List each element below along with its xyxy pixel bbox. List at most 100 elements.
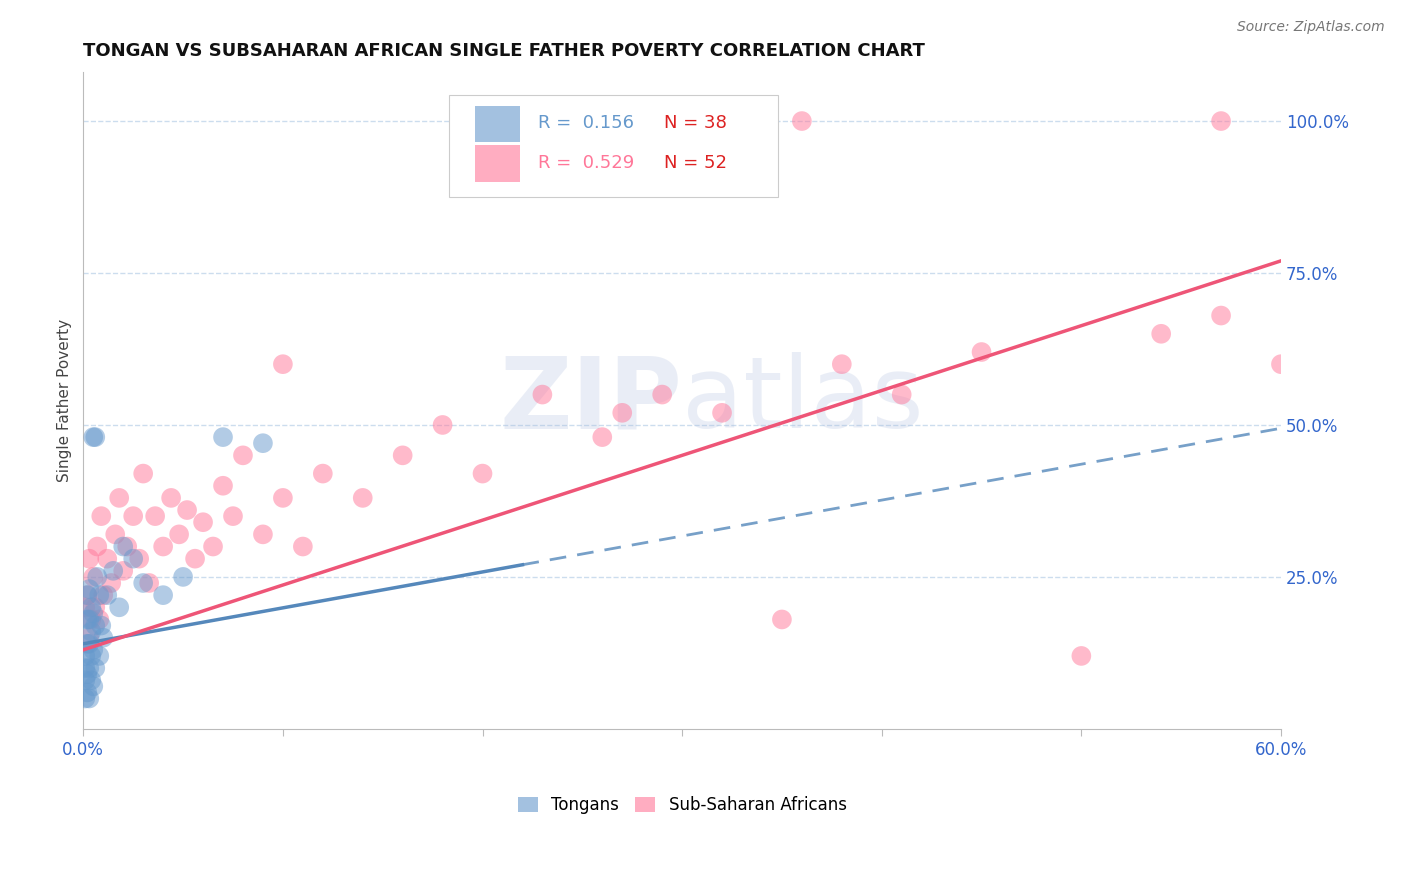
Point [790, 114, 813, 128]
Point [160, 491, 183, 505]
Bar [475, 145, 520, 182]
Point [167, 527, 190, 541]
Point [391, 448, 413, 462]
Point [82, 679, 104, 693]
Point [108, 600, 131, 615]
Point [112, 564, 135, 578]
Point [271, 491, 294, 505]
Point [232, 448, 254, 462]
Point [191, 515, 214, 529]
Point [82, 570, 104, 584]
Point [76, 637, 98, 651]
Point [80, 648, 103, 663]
Point [184, 551, 207, 566]
Point [222, 509, 245, 524]
Point [86, 570, 108, 584]
Point [770, 612, 793, 626]
Point [152, 540, 174, 554]
Point [90, 509, 112, 524]
Point [252, 436, 274, 450]
Point [77, 631, 100, 645]
FancyBboxPatch shape [449, 95, 778, 197]
Point [76, 588, 98, 602]
Point [103, 564, 125, 578]
Point [76, 685, 98, 699]
Point [91, 631, 114, 645]
Point [202, 540, 225, 554]
Point [96, 551, 118, 566]
Point [90, 618, 112, 632]
Point [77, 582, 100, 596]
Point [138, 576, 160, 591]
Point [96, 588, 118, 602]
Point [143, 509, 166, 524]
Point [75, 648, 97, 663]
Text: R =  0.529: R = 0.529 [538, 154, 634, 172]
Point [651, 387, 673, 401]
Point [176, 503, 198, 517]
Point [115, 540, 138, 554]
Point [291, 540, 314, 554]
Text: ZIP: ZIP [499, 352, 682, 450]
Point [612, 406, 634, 420]
Point [128, 551, 150, 566]
Legend: Tongans, Sub-Saharan Africans: Tongans, Sub-Saharan Africans [510, 789, 853, 821]
Point [89, 648, 111, 663]
Point [112, 540, 135, 554]
Point [104, 527, 127, 541]
Point [352, 491, 374, 505]
Point [312, 467, 335, 481]
Point [84, 430, 107, 444]
Point [132, 467, 155, 481]
Point [80, 612, 103, 626]
Point [77, 612, 100, 626]
Point [890, 387, 912, 401]
Point [252, 527, 274, 541]
Text: R =  0.156: R = 0.156 [538, 114, 634, 132]
Point [75, 691, 97, 706]
Point [591, 430, 613, 444]
Point [89, 588, 111, 602]
Point [1270, 357, 1292, 371]
Point [75, 673, 97, 688]
Point [76, 612, 98, 626]
Point [77, 691, 100, 706]
Point [108, 491, 131, 505]
Point [531, 387, 554, 401]
Text: atlas: atlas [682, 352, 924, 450]
Point [471, 467, 494, 481]
Point [1070, 648, 1092, 663]
Point [82, 430, 104, 444]
Point [76, 667, 98, 681]
Point [831, 357, 853, 371]
Point [84, 600, 107, 615]
Text: N = 38: N = 38 [664, 114, 727, 132]
Point [100, 576, 122, 591]
Text: TONGAN VS SUBSAHARAN AFRICAN SINGLE FATHER POVERTY CORRELATION CHART: TONGAN VS SUBSAHARAN AFRICAN SINGLE FATH… [83, 42, 925, 60]
Point [212, 479, 235, 493]
Point [970, 345, 993, 359]
Point [86, 540, 108, 554]
Point [80, 673, 103, 688]
Text: N = 52: N = 52 [664, 154, 727, 172]
Point [271, 357, 294, 371]
Point [122, 551, 145, 566]
Point [84, 661, 107, 675]
Point [84, 618, 107, 632]
Point [89, 612, 111, 626]
Point [711, 406, 734, 420]
Point [1150, 326, 1173, 341]
Point [82, 607, 104, 621]
Point [132, 576, 155, 591]
Point [77, 661, 100, 675]
Point [76, 588, 98, 602]
Y-axis label: Single Father Poverty: Single Father Poverty [58, 319, 72, 483]
Point [75, 600, 97, 615]
Point [212, 430, 235, 444]
Point [122, 509, 145, 524]
Point [80, 600, 103, 615]
Point [75, 661, 97, 675]
Point [82, 643, 104, 657]
Text: Source: ZipAtlas.com: Source: ZipAtlas.com [1237, 20, 1385, 34]
Point [91, 588, 114, 602]
